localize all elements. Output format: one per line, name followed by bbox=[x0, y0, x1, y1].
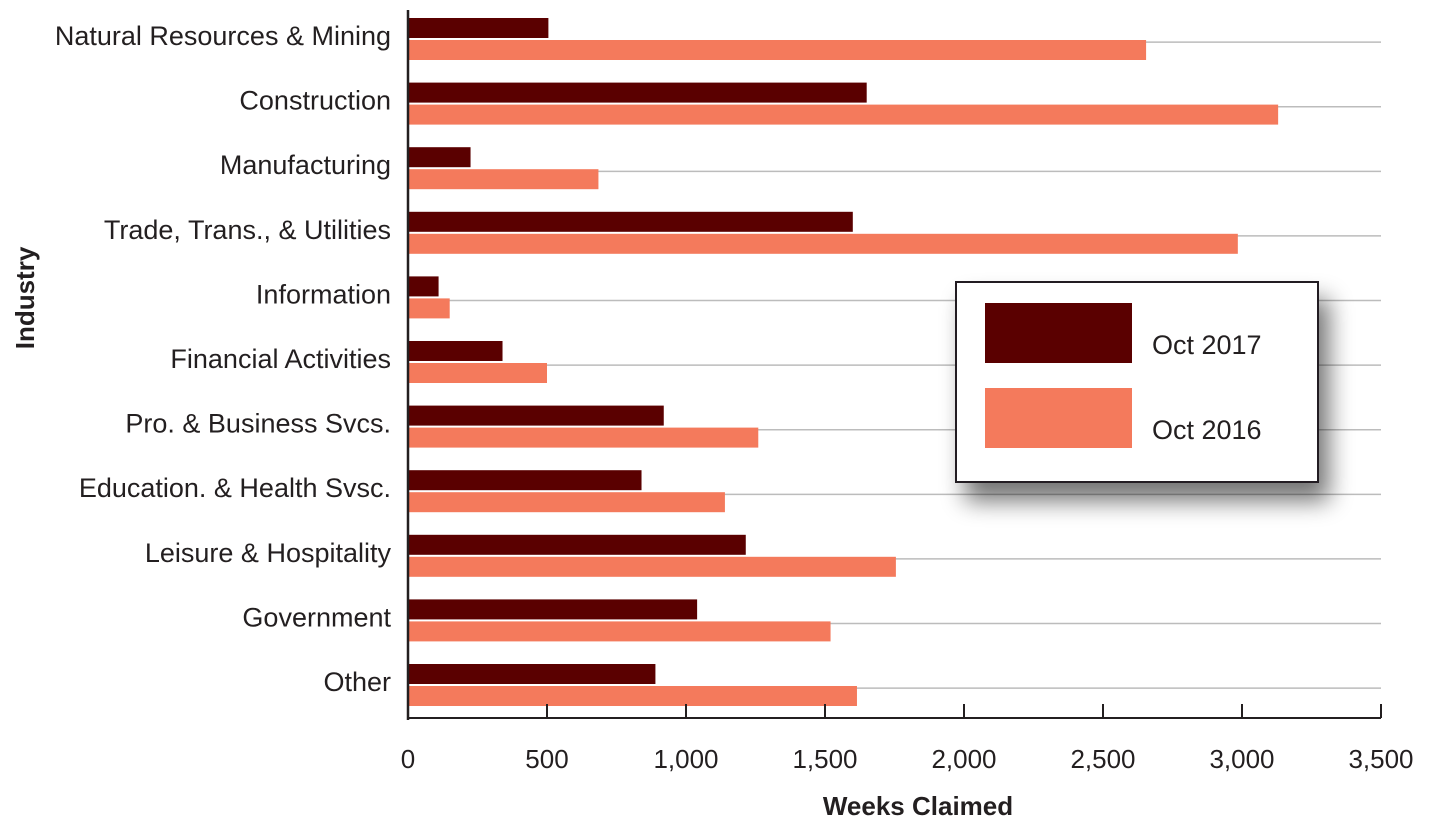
category-label-construction: Construction bbox=[239, 86, 391, 116]
bar-oct-2017-construction bbox=[408, 82, 867, 103]
x-tick-label: 0 bbox=[401, 744, 415, 774]
bar-oct-2016-education-health-svsc bbox=[408, 492, 725, 513]
bar-oct-2016-leisure-hospitality bbox=[408, 556, 896, 577]
bar-oct-2017-trade-trans-utilities bbox=[408, 211, 853, 232]
category-label-leisure-hospitality: Leisure & Hospitality bbox=[145, 538, 392, 568]
category-label-information: Information bbox=[256, 279, 391, 309]
bar-oct-2017-other bbox=[408, 664, 656, 684]
bar-oct-2017-leisure-hospitality bbox=[408, 534, 746, 555]
bar-oct-2017-natural-resources-mining bbox=[408, 18, 549, 38]
legend: Oct 2017 Oct 2016 bbox=[955, 281, 1319, 483]
category-label-trade-trans-utilities: Trade, Trans., & Utilities bbox=[104, 215, 391, 245]
bar-oct-2017-government bbox=[408, 599, 698, 620]
x-tick-label: 1,000 bbox=[653, 744, 718, 774]
axes bbox=[406, 10, 1382, 720]
legend-swatch-oct-2017 bbox=[985, 303, 1132, 363]
category-label-other: Other bbox=[323, 667, 391, 697]
x-axis-title: Weeks Claimed bbox=[823, 791, 1013, 821]
legend-label-oct-2016: Oct 2016 bbox=[1152, 415, 1262, 445]
category-label-financial-activities: Financial Activities bbox=[170, 344, 391, 374]
legend-swatch-oct-2016 bbox=[985, 388, 1132, 448]
category-label-government: Government bbox=[242, 602, 391, 632]
bar-oct-2017-information bbox=[408, 276, 439, 297]
y-axis-title: Industry bbox=[10, 246, 40, 349]
category-label-manufacturing: Manufacturing bbox=[220, 150, 391, 180]
x-tick-label: 2,000 bbox=[931, 744, 996, 774]
bar-oct-2016-information bbox=[408, 298, 450, 319]
x-tick-label: 3,000 bbox=[1209, 744, 1274, 774]
bars bbox=[408, 18, 1279, 706]
bar-oct-2016-financial-activities bbox=[408, 363, 547, 383]
bar-oct-2016-pro-business-svcs bbox=[408, 427, 759, 448]
bar-oct-2017-pro-business-svcs bbox=[408, 405, 664, 426]
bar-oct-2017-manufacturing bbox=[408, 147, 471, 168]
x-tick-label: 1,500 bbox=[792, 744, 857, 774]
x-tick-labels: 0 500 1,000 1,500 2,000 2,500 3,000 3,500 bbox=[401, 744, 1414, 774]
bar-oct-2017-financial-activities bbox=[408, 341, 503, 361]
bar-oct-2017-education-health-svsc bbox=[408, 470, 642, 491]
bar-oct-2016-government bbox=[408, 621, 831, 642]
x-tick-label: 500 bbox=[525, 744, 568, 774]
legend-label-oct-2017: Oct 2017 bbox=[1152, 330, 1262, 360]
bar-oct-2016-other bbox=[408, 686, 857, 706]
category-label-natural-resources-mining: Natural Resources & Mining bbox=[55, 21, 391, 51]
bar-oct-2016-construction bbox=[408, 104, 1279, 125]
category-labels: Natural Resources & Mining Construction Ma… bbox=[55, 21, 392, 697]
bar-oct-2016-trade-trans-utilities bbox=[408, 233, 1238, 254]
bar-oct-2016-natural-resources-mining bbox=[408, 40, 1147, 60]
category-label-education-health-svsc: Education. & Health Svsc. bbox=[79, 473, 391, 503]
x-tick-label: 3,500 bbox=[1348, 744, 1413, 774]
bar-oct-2016-manufacturing bbox=[408, 169, 599, 190]
category-label-pro-business-svcs: Pro. & Business Svcs. bbox=[125, 409, 391, 439]
x-tick-label: 2,500 bbox=[1070, 744, 1135, 774]
